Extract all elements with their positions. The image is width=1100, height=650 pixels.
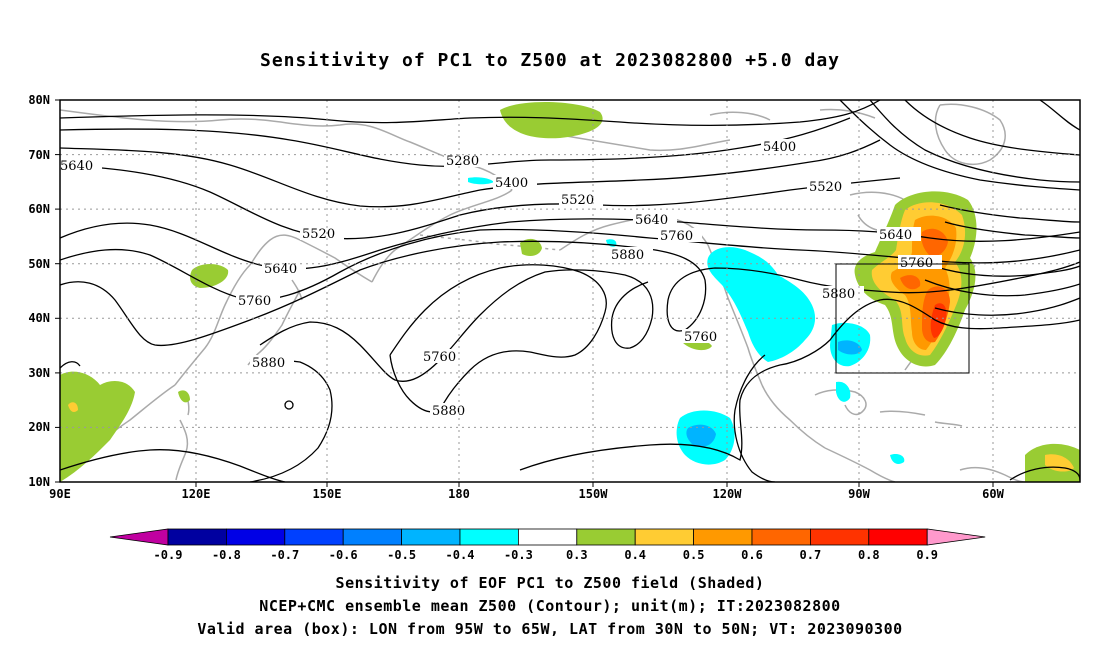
lat-label: 20N — [28, 420, 50, 434]
lon-label: 60W — [982, 487, 1004, 501]
colorbar-tick-label: -0.6 — [329, 548, 358, 562]
colorbar-tick-label: -0.3 — [504, 548, 533, 562]
colorbar-cell — [342, 528, 403, 546]
map-frame — [59, 99, 1081, 483]
colorbar-tick-label: 0.8 — [858, 548, 880, 562]
lat-label: 10N — [28, 475, 50, 489]
lon-label: 180 — [448, 487, 470, 501]
contour-label: 5640 — [264, 262, 297, 277]
gridlines — [60, 100, 1080, 482]
colorbar-tick-label: -0.7 — [270, 548, 299, 562]
z500-contours — [60, 100, 1080, 482]
lon-label: 150W — [579, 487, 609, 501]
colorbar-tick-label: 0.9 — [916, 548, 938, 562]
caption-line-1: Sensitivity of EOF PC1 to Z500 field (Sh… — [335, 574, 765, 592]
colorbar-cell — [810, 528, 870, 546]
colorbar-high-end — [926, 528, 986, 546]
colorbar-tick-label: -0.4 — [446, 548, 475, 562]
lon-label: 120W — [713, 487, 743, 501]
latitude-ticks — [55, 99, 60, 483]
contour-label: 5520 — [302, 227, 335, 242]
colorbar — [109, 528, 986, 546]
lat-label: 30N — [28, 366, 50, 380]
colorbar-cell — [518, 528, 578, 546]
colorbar-labels: -0.9 -0.8 -0.7 -0.6 -0.5 -0.4 -0.3 0.3 0.4 0.5 0.6… — [154, 548, 938, 562]
longitude-ticks — [195, 482, 994, 487]
colorbar-cell — [576, 528, 636, 546]
colorbar-tick-label: -0.8 — [212, 548, 241, 562]
lat-label: 80N — [28, 93, 50, 107]
lon-label: 90W — [848, 487, 870, 501]
contour-label: 5640 — [60, 159, 93, 174]
contour-label: 5760 — [238, 294, 271, 309]
lat-label: 50N — [28, 257, 50, 271]
contour-label: 5760 — [423, 350, 456, 365]
colorbar-cell — [693, 528, 753, 546]
lat-label: 70N — [28, 148, 50, 162]
colorbar-tick-label: 0.5 — [683, 548, 705, 562]
lon-label: 150E — [313, 487, 342, 501]
colorbar-tick-label: 0.7 — [800, 548, 822, 562]
latitude-labels: 80N 70N 60N 50N 40N 30N 20N 10N — [28, 93, 50, 489]
contour-label: 5640 — [879, 228, 912, 243]
contour-label: 5880 — [611, 248, 644, 263]
colorbar-cell — [459, 528, 519, 546]
colorbar-tick-label: -0.5 — [387, 548, 416, 562]
contour-label: 5640 — [635, 213, 668, 228]
caption-line-3: Valid area (box): LON from 95W to 65W, L… — [197, 620, 903, 638]
colorbar-cell — [284, 528, 344, 546]
colorbar-tick-label: 0.4 — [624, 548, 646, 562]
contour-label: 5280 — [446, 154, 479, 169]
lat-label: 40N — [28, 311, 50, 325]
contour-label: 5760 — [660, 229, 693, 244]
contour-label: 5400 — [763, 140, 796, 155]
contour-label: 5400 — [495, 176, 528, 191]
colorbar-cell — [401, 528, 461, 546]
colorbar-cell — [868, 528, 928, 546]
longitude-labels: 90E 120E 150E 180 150W 120W 90W 60W — [49, 487, 1004, 501]
colorbar-cell — [167, 528, 227, 546]
contour-label: 5880 — [822, 287, 855, 302]
colorbar-tick-label: 0.3 — [566, 548, 588, 562]
contour-labels: 5640 5280 5400 5400 5520 5520 5520 5640 … — [60, 139, 942, 419]
map-title: Sensitivity of PC1 to Z500 at 2023082800… — [259, 50, 840, 71]
lat-label: 60N — [28, 202, 50, 216]
lon-label: 90E — [49, 487, 71, 501]
colorbar-cell — [225, 528, 286, 546]
contour-label: 5520 — [809, 180, 842, 195]
contour-label: 5520 — [561, 193, 594, 208]
lon-label: 120E — [182, 487, 211, 501]
colorbar-tick-label: 0.6 — [741, 548, 763, 562]
contour-label: 5880 — [252, 356, 285, 371]
colorbar-cell — [634, 528, 695, 546]
colorbar-cell — [751, 528, 811, 546]
contour-label: 5760 — [684, 330, 717, 345]
contour-label: 5880 — [432, 404, 465, 419]
colorbar-tick-label: -0.9 — [154, 548, 183, 562]
valid-area-box — [835, 263, 970, 374]
caption-line-2: NCEP+CMC ensemble mean Z500 (Contour); u… — [259, 597, 841, 615]
colorbar-low-end — [109, 528, 169, 546]
